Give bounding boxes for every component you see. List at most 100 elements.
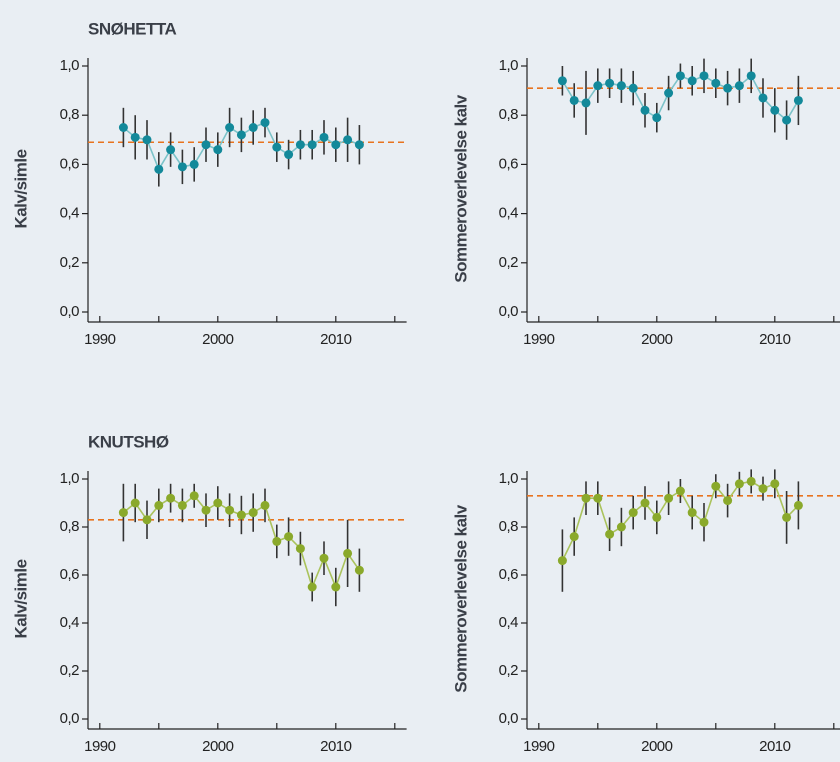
y-tick-label: 0,6 bbox=[60, 155, 80, 172]
y-tick-label: 0,8 bbox=[60, 106, 80, 123]
data-point bbox=[236, 130, 246, 140]
panel: Sommeroverlevelse kalv 0,0 0,2 0,4 0,6 0,8 1,0… bbox=[451, 469, 840, 755]
data-point bbox=[746, 71, 756, 81]
data-point bbox=[142, 135, 152, 145]
panel-title: KNUTSHØ bbox=[88, 432, 169, 451]
y-tick-label: 0,4 bbox=[60, 205, 80, 222]
data-point bbox=[118, 123, 128, 132]
data-point bbox=[593, 81, 603, 91]
y-tick-label: 0,8 bbox=[499, 106, 519, 123]
data-point bbox=[782, 512, 792, 522]
data-point bbox=[640, 498, 650, 508]
data-point bbox=[189, 159, 199, 169]
y-tick-label: 1,0 bbox=[60, 470, 80, 487]
data-point bbox=[248, 508, 258, 518]
data-point bbox=[605, 78, 615, 88]
data-point bbox=[711, 78, 721, 88]
data-point bbox=[130, 132, 140, 142]
data-point bbox=[793, 95, 803, 105]
x-tick-label: 2000 bbox=[202, 331, 234, 348]
data-point bbox=[307, 582, 317, 592]
data-point bbox=[746, 476, 756, 486]
data-point bbox=[699, 71, 709, 81]
data-point bbox=[664, 493, 674, 503]
x-tick-label: 2000 bbox=[641, 738, 673, 755]
data-point bbox=[652, 113, 662, 123]
data-point bbox=[225, 123, 235, 132]
data-point bbox=[734, 479, 744, 489]
x-tick-label: 2000 bbox=[641, 331, 673, 348]
data-point bbox=[699, 517, 709, 527]
data-point bbox=[581, 493, 591, 503]
data-point bbox=[319, 553, 329, 563]
data-point bbox=[711, 481, 721, 491]
data-point bbox=[687, 508, 697, 518]
data-point bbox=[343, 548, 353, 558]
data-point bbox=[569, 532, 579, 542]
data-point bbox=[593, 493, 603, 503]
x-tick-label: 1990 bbox=[84, 738, 116, 755]
panel: SNØHETTA Kalv/simle 0,0 0,2 0,4 0,6 0,8 1,0 1990… bbox=[11, 19, 407, 348]
x-tick-label: 2000 bbox=[202, 738, 234, 755]
x-tick-label: 2010 bbox=[320, 331, 352, 348]
data-point bbox=[628, 83, 638, 93]
data-point bbox=[782, 115, 792, 125]
data-point bbox=[189, 491, 199, 501]
data-point bbox=[166, 493, 176, 503]
data-point bbox=[260, 118, 270, 128]
data-point bbox=[605, 529, 615, 539]
y-tick-label: 0,6 bbox=[499, 566, 519, 583]
y-tick-label: 0,0 bbox=[499, 303, 519, 320]
data-point bbox=[640, 105, 650, 115]
panel: Sommeroverlevelse kalv 0,0 0,2 0,4 0,6 0,8 1,0… bbox=[451, 57, 840, 348]
y-tick-label: 1,0 bbox=[499, 470, 519, 487]
x-tick-label: 1990 bbox=[523, 738, 555, 755]
y-tick-label: 0,2 bbox=[499, 254, 519, 271]
y-tick-label: 0,4 bbox=[499, 614, 519, 631]
data-point bbox=[343, 135, 353, 145]
y-tick-label: 0,6 bbox=[499, 155, 519, 172]
data-point bbox=[793, 500, 803, 510]
data-point bbox=[307, 140, 317, 150]
data-point bbox=[260, 500, 270, 510]
data-point bbox=[734, 81, 744, 91]
y-tick-label: 0,4 bbox=[499, 205, 519, 222]
x-tick-label: 2010 bbox=[759, 738, 791, 755]
data-point bbox=[295, 140, 305, 150]
data-point bbox=[331, 582, 341, 592]
data-point bbox=[581, 98, 591, 108]
data-point bbox=[319, 132, 329, 142]
data-point bbox=[154, 164, 164, 174]
data-point bbox=[284, 150, 294, 160]
y-tick-label: 1,0 bbox=[60, 57, 80, 74]
y-tick-label: 0,2 bbox=[60, 254, 80, 271]
panel: KNUTSHØ Kalv/simle 0,0 0,2 0,4 0,6 0,8 1,0 1990 2… bbox=[11, 432, 407, 755]
x-tick-label: 1990 bbox=[523, 331, 555, 348]
data-point bbox=[272, 142, 282, 152]
data-point bbox=[225, 505, 235, 515]
data-point bbox=[616, 81, 626, 91]
data-point bbox=[331, 140, 341, 150]
y-tick-label: 0,6 bbox=[60, 566, 80, 583]
data-point bbox=[770, 479, 780, 489]
data-point bbox=[272, 536, 282, 546]
y-axis-label: Kalv/simle bbox=[11, 149, 30, 228]
data-point bbox=[201, 505, 211, 515]
y-tick-label: 0,0 bbox=[499, 710, 519, 727]
data-point bbox=[675, 71, 685, 81]
data-point bbox=[557, 556, 567, 566]
x-tick-label: 1990 bbox=[84, 331, 116, 348]
data-point bbox=[758, 484, 768, 494]
data-point bbox=[130, 498, 140, 508]
data-point bbox=[770, 105, 780, 115]
y-tick-label: 0,8 bbox=[60, 518, 80, 535]
data-point bbox=[248, 123, 258, 132]
data-point bbox=[177, 500, 187, 510]
data-point bbox=[142, 515, 152, 525]
y-tick-label: 0,0 bbox=[60, 303, 80, 320]
y-axis-label: Sommeroverlevelse kalv bbox=[451, 504, 470, 693]
data-point bbox=[687, 76, 697, 86]
y-tick-label: 0,4 bbox=[60, 614, 80, 631]
y-tick-label: 0,2 bbox=[499, 662, 519, 679]
y-tick-label: 1,0 bbox=[499, 57, 519, 74]
